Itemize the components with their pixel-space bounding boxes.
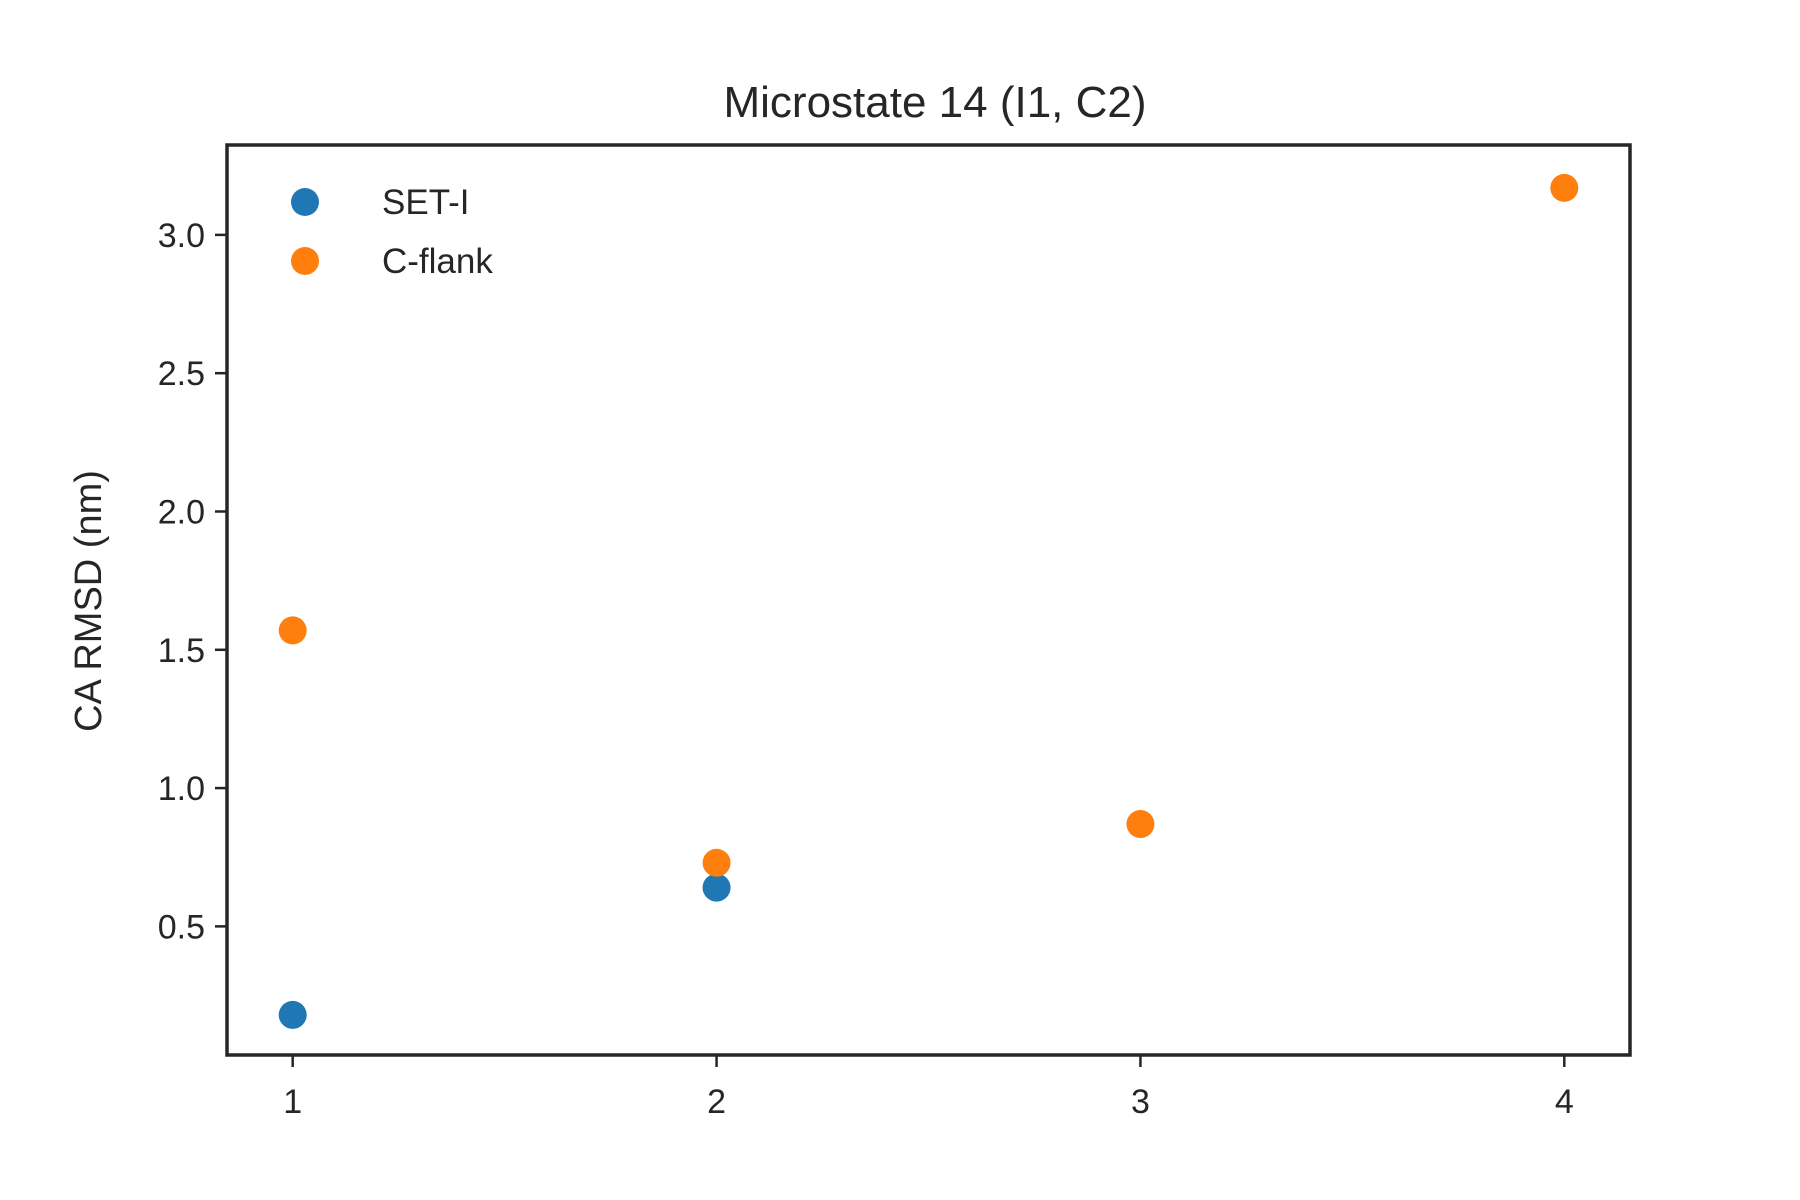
data-points [278,173,1579,1029]
point-c-flank [702,848,731,877]
x-tick-label: 1 [283,1083,302,1121]
point-set-i [702,873,731,902]
legend-label: SET-I [382,183,470,222]
legend-marker [291,188,319,216]
y-tick-label: 1.5 [158,632,205,670]
chart-title: Microstate 14 (I1, C2) [723,78,1146,127]
legend-label: C-flank [382,242,493,281]
y-axis: 0.5 1.0 1.5 2.0 2.5 3.0 [158,217,227,946]
y-axis-label: CA RMSD (nm) [68,470,110,732]
y-tick-label: 3.0 [158,217,205,255]
point-c-flank [1550,173,1579,202]
legend-marker [291,247,319,275]
point-c-flank [278,616,307,645]
y-tick-label: 0.5 [158,908,205,946]
x-axis: 1 2 3 4 [283,1055,1574,1121]
x-tick-label: 4 [1555,1083,1574,1121]
y-tick-label: 1.0 [158,770,205,808]
x-tick-label: 2 [707,1083,726,1121]
legend: SET-I C-flank [291,183,493,281]
plot-frame [225,143,1632,1057]
point-set-i [278,1000,307,1029]
y-tick-label: 2.0 [158,493,205,531]
point-c-flank [1126,810,1155,839]
y-tick-label: 2.5 [158,355,205,393]
x-tick-label: 3 [1131,1083,1150,1121]
